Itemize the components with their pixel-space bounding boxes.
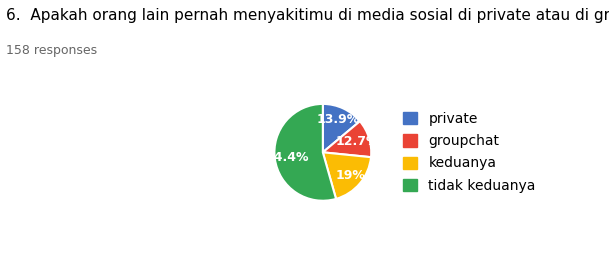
Wedge shape bbox=[323, 104, 360, 152]
Text: 12.7%: 12.7% bbox=[336, 135, 379, 148]
Text: 54.4%: 54.4% bbox=[265, 151, 309, 164]
Text: 13.9%: 13.9% bbox=[317, 113, 360, 126]
Text: 19%: 19% bbox=[336, 169, 365, 182]
Wedge shape bbox=[275, 104, 336, 201]
Text: 158 responses: 158 responses bbox=[6, 44, 97, 57]
Wedge shape bbox=[323, 152, 371, 199]
Legend: private, groupchat, keduanya, tidak keduanya: private, groupchat, keduanya, tidak kedu… bbox=[396, 105, 543, 200]
Wedge shape bbox=[323, 121, 371, 157]
Text: 6.  Apakah orang lain pernah menyakitimu di media sosial di private atau di grou: 6. Apakah orang lain pernah menyakitimu … bbox=[6, 8, 609, 23]
